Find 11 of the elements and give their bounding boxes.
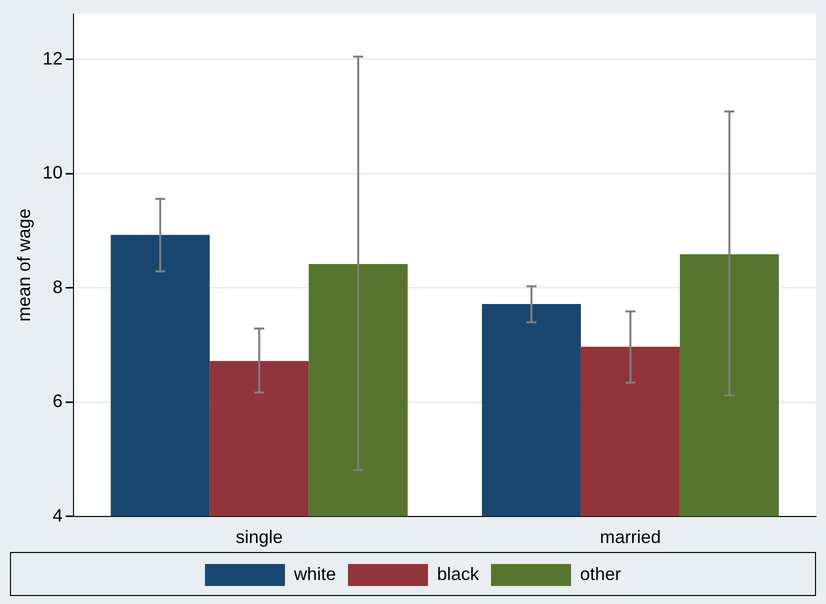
y-tick-label: 12 [42,48,63,68]
y-tick-label: 6 [52,391,63,412]
x-tick-label: single [236,527,283,548]
legend-label: other [580,564,622,584]
y-tick-label: 4 [52,505,63,526]
legend-label: white [292,564,336,584]
legend-label: black [436,564,480,584]
y-tick-label: 10 [42,162,63,183]
y-tick-label: 8 [52,276,63,297]
y-axis-title: mean of wage [14,208,34,322]
x-tick-label: married [600,527,661,548]
